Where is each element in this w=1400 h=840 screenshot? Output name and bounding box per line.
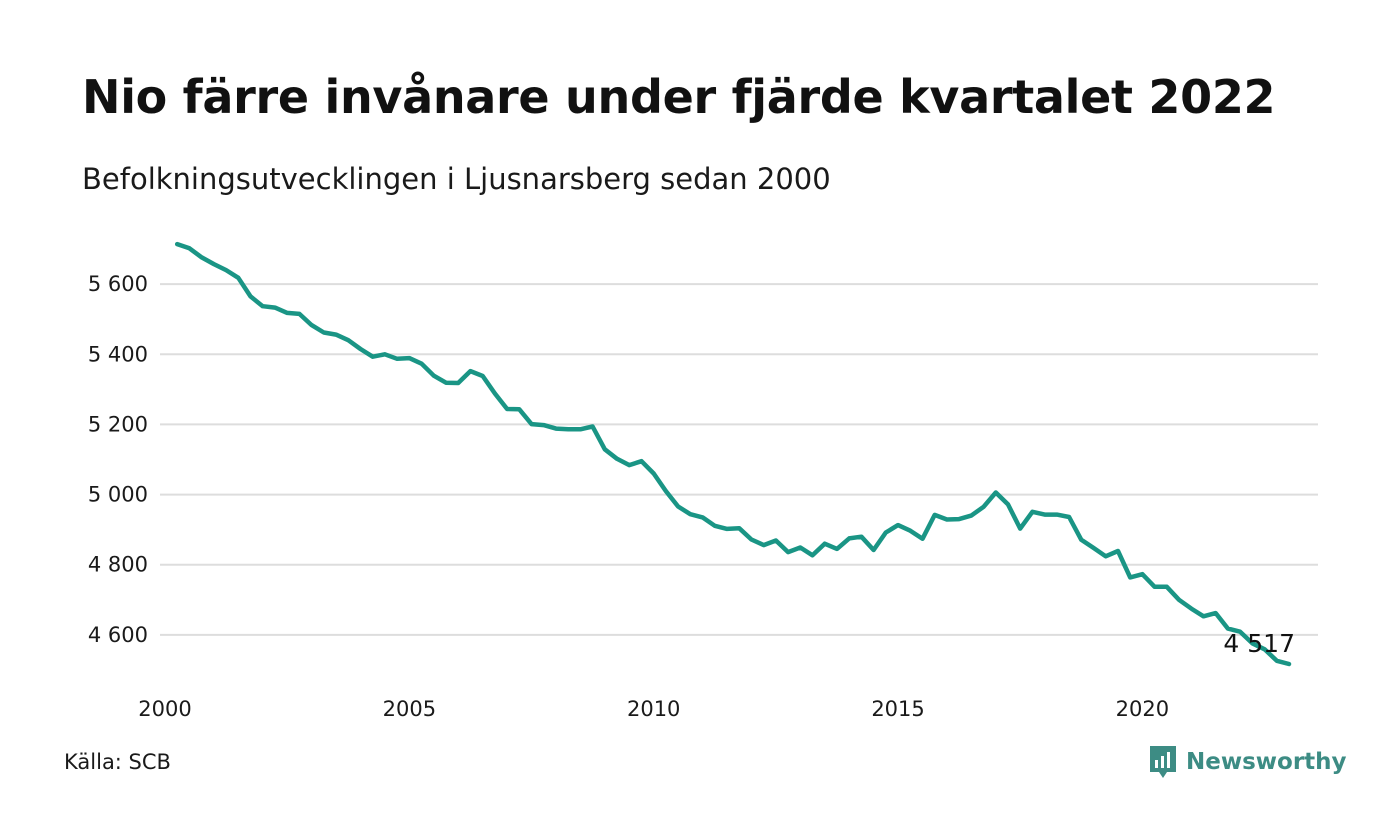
gridlines: [160, 283, 1318, 636]
y-axis-ticks: 4 600 4 800 5 000 5 200 5 400 5 600: [88, 272, 148, 647]
y-tick-label: 5 600: [88, 272, 148, 296]
x-tick-label: 2000: [138, 697, 191, 721]
y-tick-label: 4 600: [88, 623, 148, 647]
y-tick-label: 4 800: [88, 553, 148, 577]
end-value-label: 4 517: [1223, 629, 1295, 658]
newsworthy-logo-icon: [1150, 746, 1176, 778]
x-tick-label: 2010: [627, 697, 680, 721]
series-line: [174, 241, 1292, 667]
x-tick-label: 2020: [1116, 697, 1169, 721]
series-layer: [174, 241, 1292, 667]
chart-subtitle: Befolkningsutvecklingen i Ljusnarsberg s…: [82, 162, 831, 196]
data-labels: 4 517: [1223, 629, 1295, 658]
brand-logo[interactable]: Newsworthy: [1148, 744, 1347, 780]
x-tick-label: 2005: [383, 697, 436, 721]
x-tick-label: 2015: [871, 697, 924, 721]
y-tick-label: 5 000: [88, 483, 148, 507]
x-axis-ticks: 2000 2005 2010 2015 2020: [138, 697, 1169, 721]
source-note: Källa: SCB: [64, 750, 171, 774]
brand-name: Newsworthy: [1186, 749, 1347, 775]
y-tick-label: 5 400: [88, 342, 148, 366]
chart-title: Nio färre invånare under fjärde kvartale…: [82, 70, 1276, 124]
y-tick-label: 5 200: [88, 412, 148, 436]
